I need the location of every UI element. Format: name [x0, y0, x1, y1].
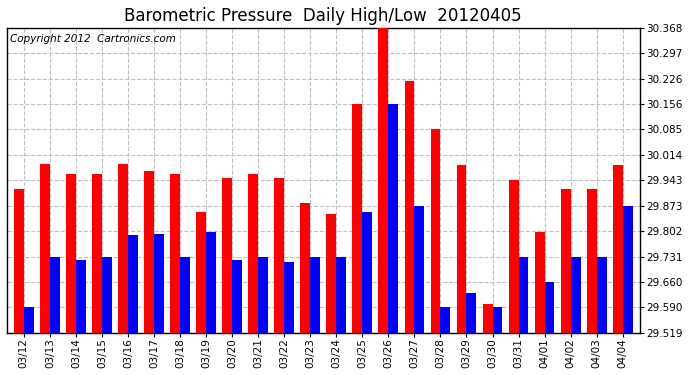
Bar: [586, 189, 597, 333]
Bar: [544, 282, 555, 333]
Bar: [415, 206, 424, 333]
Bar: [336, 257, 346, 333]
Bar: [404, 81, 415, 333]
Bar: [222, 178, 232, 333]
Bar: [388, 104, 398, 333]
Bar: [154, 234, 164, 333]
Bar: [561, 189, 571, 333]
Bar: [571, 257, 580, 333]
Bar: [310, 257, 320, 333]
Bar: [258, 257, 268, 333]
Bar: [362, 212, 372, 333]
Bar: [66, 174, 76, 333]
Bar: [50, 257, 60, 333]
Bar: [431, 129, 440, 333]
Bar: [24, 307, 34, 333]
Bar: [40, 164, 50, 333]
Bar: [440, 307, 451, 333]
Bar: [275, 178, 284, 333]
Bar: [14, 189, 24, 333]
Bar: [353, 104, 362, 333]
Bar: [170, 174, 180, 333]
Bar: [466, 293, 476, 333]
Bar: [118, 164, 128, 333]
Bar: [206, 232, 216, 333]
Bar: [326, 214, 336, 333]
Bar: [519, 257, 529, 333]
Bar: [509, 180, 519, 333]
Bar: [613, 165, 622, 333]
Bar: [493, 307, 502, 333]
Bar: [457, 165, 466, 333]
Bar: [300, 203, 310, 333]
Bar: [232, 261, 242, 333]
Bar: [180, 257, 190, 333]
Text: Copyright 2012  Cartronics.com: Copyright 2012 Cartronics.com: [10, 34, 176, 44]
Bar: [144, 171, 154, 333]
Bar: [482, 303, 493, 333]
Bar: [379, 28, 388, 333]
Bar: [92, 174, 102, 333]
Bar: [535, 232, 544, 333]
Bar: [196, 212, 206, 333]
Bar: [622, 206, 633, 333]
Bar: [284, 262, 294, 333]
Bar: [102, 257, 112, 333]
Title: Barometric Pressure  Daily High/Low  20120405: Barometric Pressure Daily High/Low 20120…: [124, 7, 522, 25]
Bar: [76, 261, 86, 333]
Bar: [248, 174, 258, 333]
Bar: [597, 257, 607, 333]
Bar: [128, 236, 138, 333]
